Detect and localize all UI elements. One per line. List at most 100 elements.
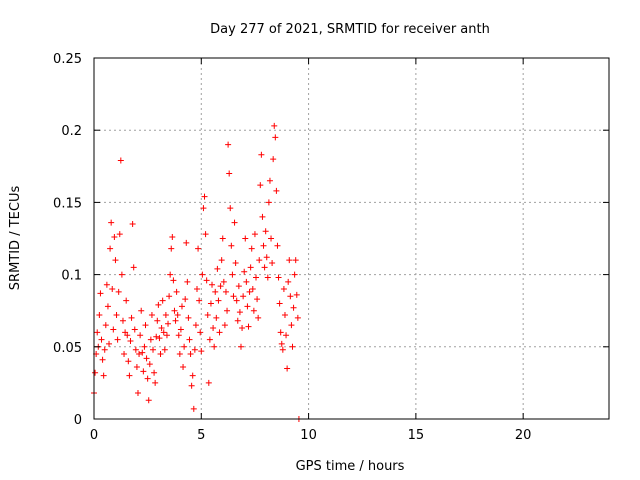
data-point	[289, 343, 296, 350]
data-point	[143, 355, 150, 362]
data-point	[240, 293, 247, 300]
data-point	[249, 286, 256, 293]
data-point	[216, 329, 223, 336]
data-point	[255, 314, 262, 321]
data-point	[196, 297, 203, 304]
data-point	[153, 333, 160, 340]
data-point	[173, 288, 180, 295]
data-point	[154, 317, 161, 324]
data-point	[156, 335, 163, 342]
data-point	[118, 271, 125, 278]
data-point	[205, 379, 212, 386]
grid	[94, 58, 609, 419]
data-point	[207, 300, 214, 307]
data-point	[172, 317, 179, 324]
data-point	[198, 348, 205, 355]
data-point	[129, 221, 136, 228]
data-point	[194, 286, 200, 293]
data-point	[102, 322, 109, 329]
data-point	[225, 141, 232, 148]
data-point	[96, 312, 103, 319]
data-point	[195, 245, 202, 252]
data-point	[110, 326, 117, 333]
data-point	[263, 254, 270, 261]
y-tick-label: 0.15	[53, 196, 82, 211]
data-point	[186, 336, 193, 343]
data-point	[266, 177, 273, 184]
data-point	[151, 369, 158, 376]
data-point	[104, 303, 111, 310]
y-tick-label: 0.05	[53, 341, 82, 356]
data-point	[125, 358, 132, 365]
data-point	[232, 260, 239, 267]
data-point	[162, 312, 169, 319]
data-point	[142, 322, 149, 329]
data-point	[226, 170, 233, 177]
data-point	[272, 134, 279, 141]
data-point	[250, 307, 257, 314]
data-point	[199, 271, 206, 278]
data-point	[280, 286, 287, 293]
data-point	[190, 405, 197, 412]
data-point	[273, 187, 280, 194]
data-point	[276, 300, 283, 307]
y-tick-label: 0.1	[61, 269, 82, 284]
data-point	[99, 356, 106, 363]
data-point	[292, 257, 299, 264]
data-point	[257, 182, 264, 189]
data-point	[222, 288, 229, 295]
data-point	[163, 332, 170, 339]
data-point	[288, 322, 295, 329]
data-point	[283, 332, 290, 339]
data-point	[245, 323, 252, 330]
data-point	[174, 312, 181, 319]
data-point	[236, 309, 243, 316]
data-point	[247, 264, 254, 271]
data-point	[277, 329, 284, 336]
y-axis-label: SRMTID / TECUs	[8, 186, 23, 291]
data-point	[148, 312, 155, 319]
data-point	[133, 364, 140, 371]
data-point	[101, 346, 108, 353]
data-point	[111, 234, 118, 241]
data-point	[178, 303, 185, 310]
data-point	[187, 351, 194, 358]
data-point	[138, 307, 145, 314]
data-point	[235, 283, 242, 290]
data-point	[140, 368, 147, 375]
data-point	[214, 265, 221, 272]
data-point	[229, 271, 236, 278]
data-point	[167, 271, 174, 278]
y-tick-label: 0.2	[61, 124, 82, 139]
data-point	[100, 372, 107, 379]
data-point	[201, 193, 208, 200]
data-point	[165, 320, 172, 327]
data-point	[218, 257, 225, 264]
data-point	[239, 325, 246, 332]
data-point	[271, 122, 278, 129]
data-point	[261, 264, 268, 271]
data-point	[157, 351, 164, 358]
data-point	[234, 317, 241, 324]
data-point	[286, 257, 293, 264]
data-point	[202, 231, 209, 238]
x-tick-label: 0	[90, 428, 98, 443]
data-point	[251, 231, 258, 238]
data-point	[107, 245, 114, 252]
data-point	[169, 234, 176, 241]
data-point	[284, 365, 291, 372]
data-point	[158, 325, 165, 332]
data-point	[147, 336, 154, 343]
data-point	[168, 245, 175, 252]
data-point	[131, 326, 138, 333]
data-point	[241, 268, 248, 275]
data-point	[124, 332, 131, 339]
data-point	[94, 329, 101, 336]
data-point	[134, 390, 141, 397]
data-point	[217, 283, 224, 290]
data-point	[132, 346, 139, 353]
data-point	[121, 351, 128, 358]
data-point	[136, 351, 143, 358]
data-point	[92, 369, 99, 376]
